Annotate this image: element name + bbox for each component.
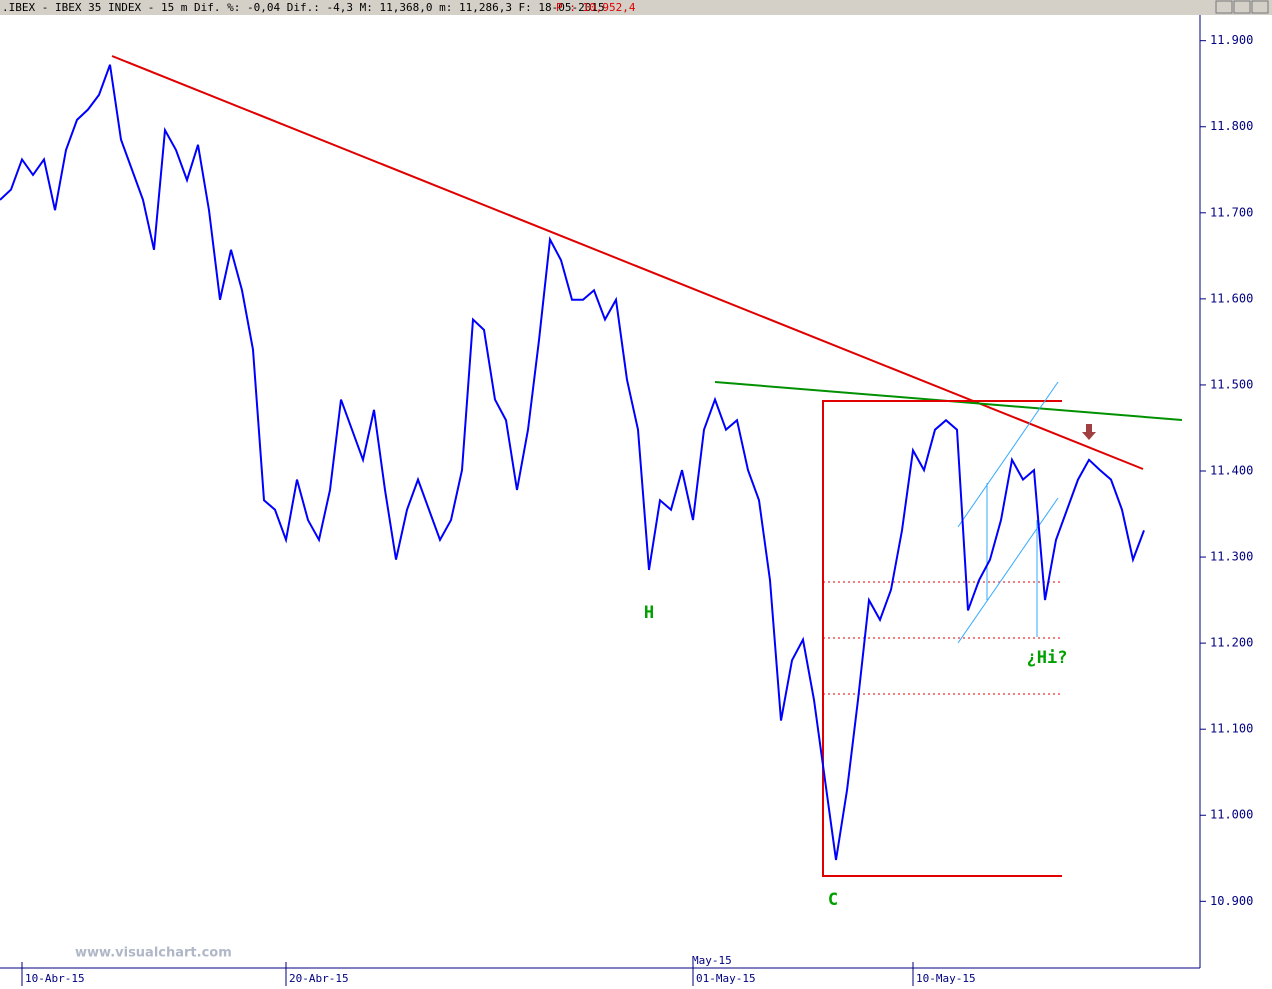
price-line [0,64,1145,861]
y-tick-label: 11.800 [1210,119,1253,133]
y-tick-label: 11.400 [1210,463,1253,477]
price-label: P : 10,952,4 [556,1,636,14]
annotation: H [644,603,654,623]
annotation: ¿Hi? [1027,648,1068,668]
window-buttons[interactable] [1215,0,1269,14]
header-bar [0,0,1272,15]
minimize-button[interactable] [1215,0,1233,14]
x-tick-label: 01-May-15 [696,972,756,985]
y-tick-label: 10.900 [1210,894,1253,908]
x-tick-label: 20-Abr-15 [289,972,349,985]
chart-title: .IBEX - IBEX 35 INDEX - 15 m Dif. %: -0,… [2,1,605,14]
trend-line [111,55,1144,470]
x-tick-label: 10-May-15 [916,972,976,985]
y-tick-label: 11.500 [1210,377,1253,391]
channel-line [957,497,1059,644]
y-tick-label: 11.200 [1210,636,1253,650]
y-tick-label: 11.900 [1210,33,1253,47]
maximize-button[interactable] [1233,0,1251,14]
watermark: www.visualchart.com [75,946,232,961]
y-tick-label: 11.600 [1210,291,1253,305]
month-label: May-15 [692,954,732,967]
plot [0,64,1145,861]
x-tick-label: 10-Abr-15 [25,972,85,985]
y-tick-label: 11.100 [1210,722,1253,736]
close-button[interactable] [1251,0,1269,14]
y-tick-label: 11.700 [1210,205,1253,219]
y-tick-label: 11.000 [1210,808,1253,822]
down-arrow [1082,424,1096,440]
channel-line [957,381,1059,528]
y-tick-label: 11.300 [1210,550,1253,564]
annotation: C [828,890,838,910]
